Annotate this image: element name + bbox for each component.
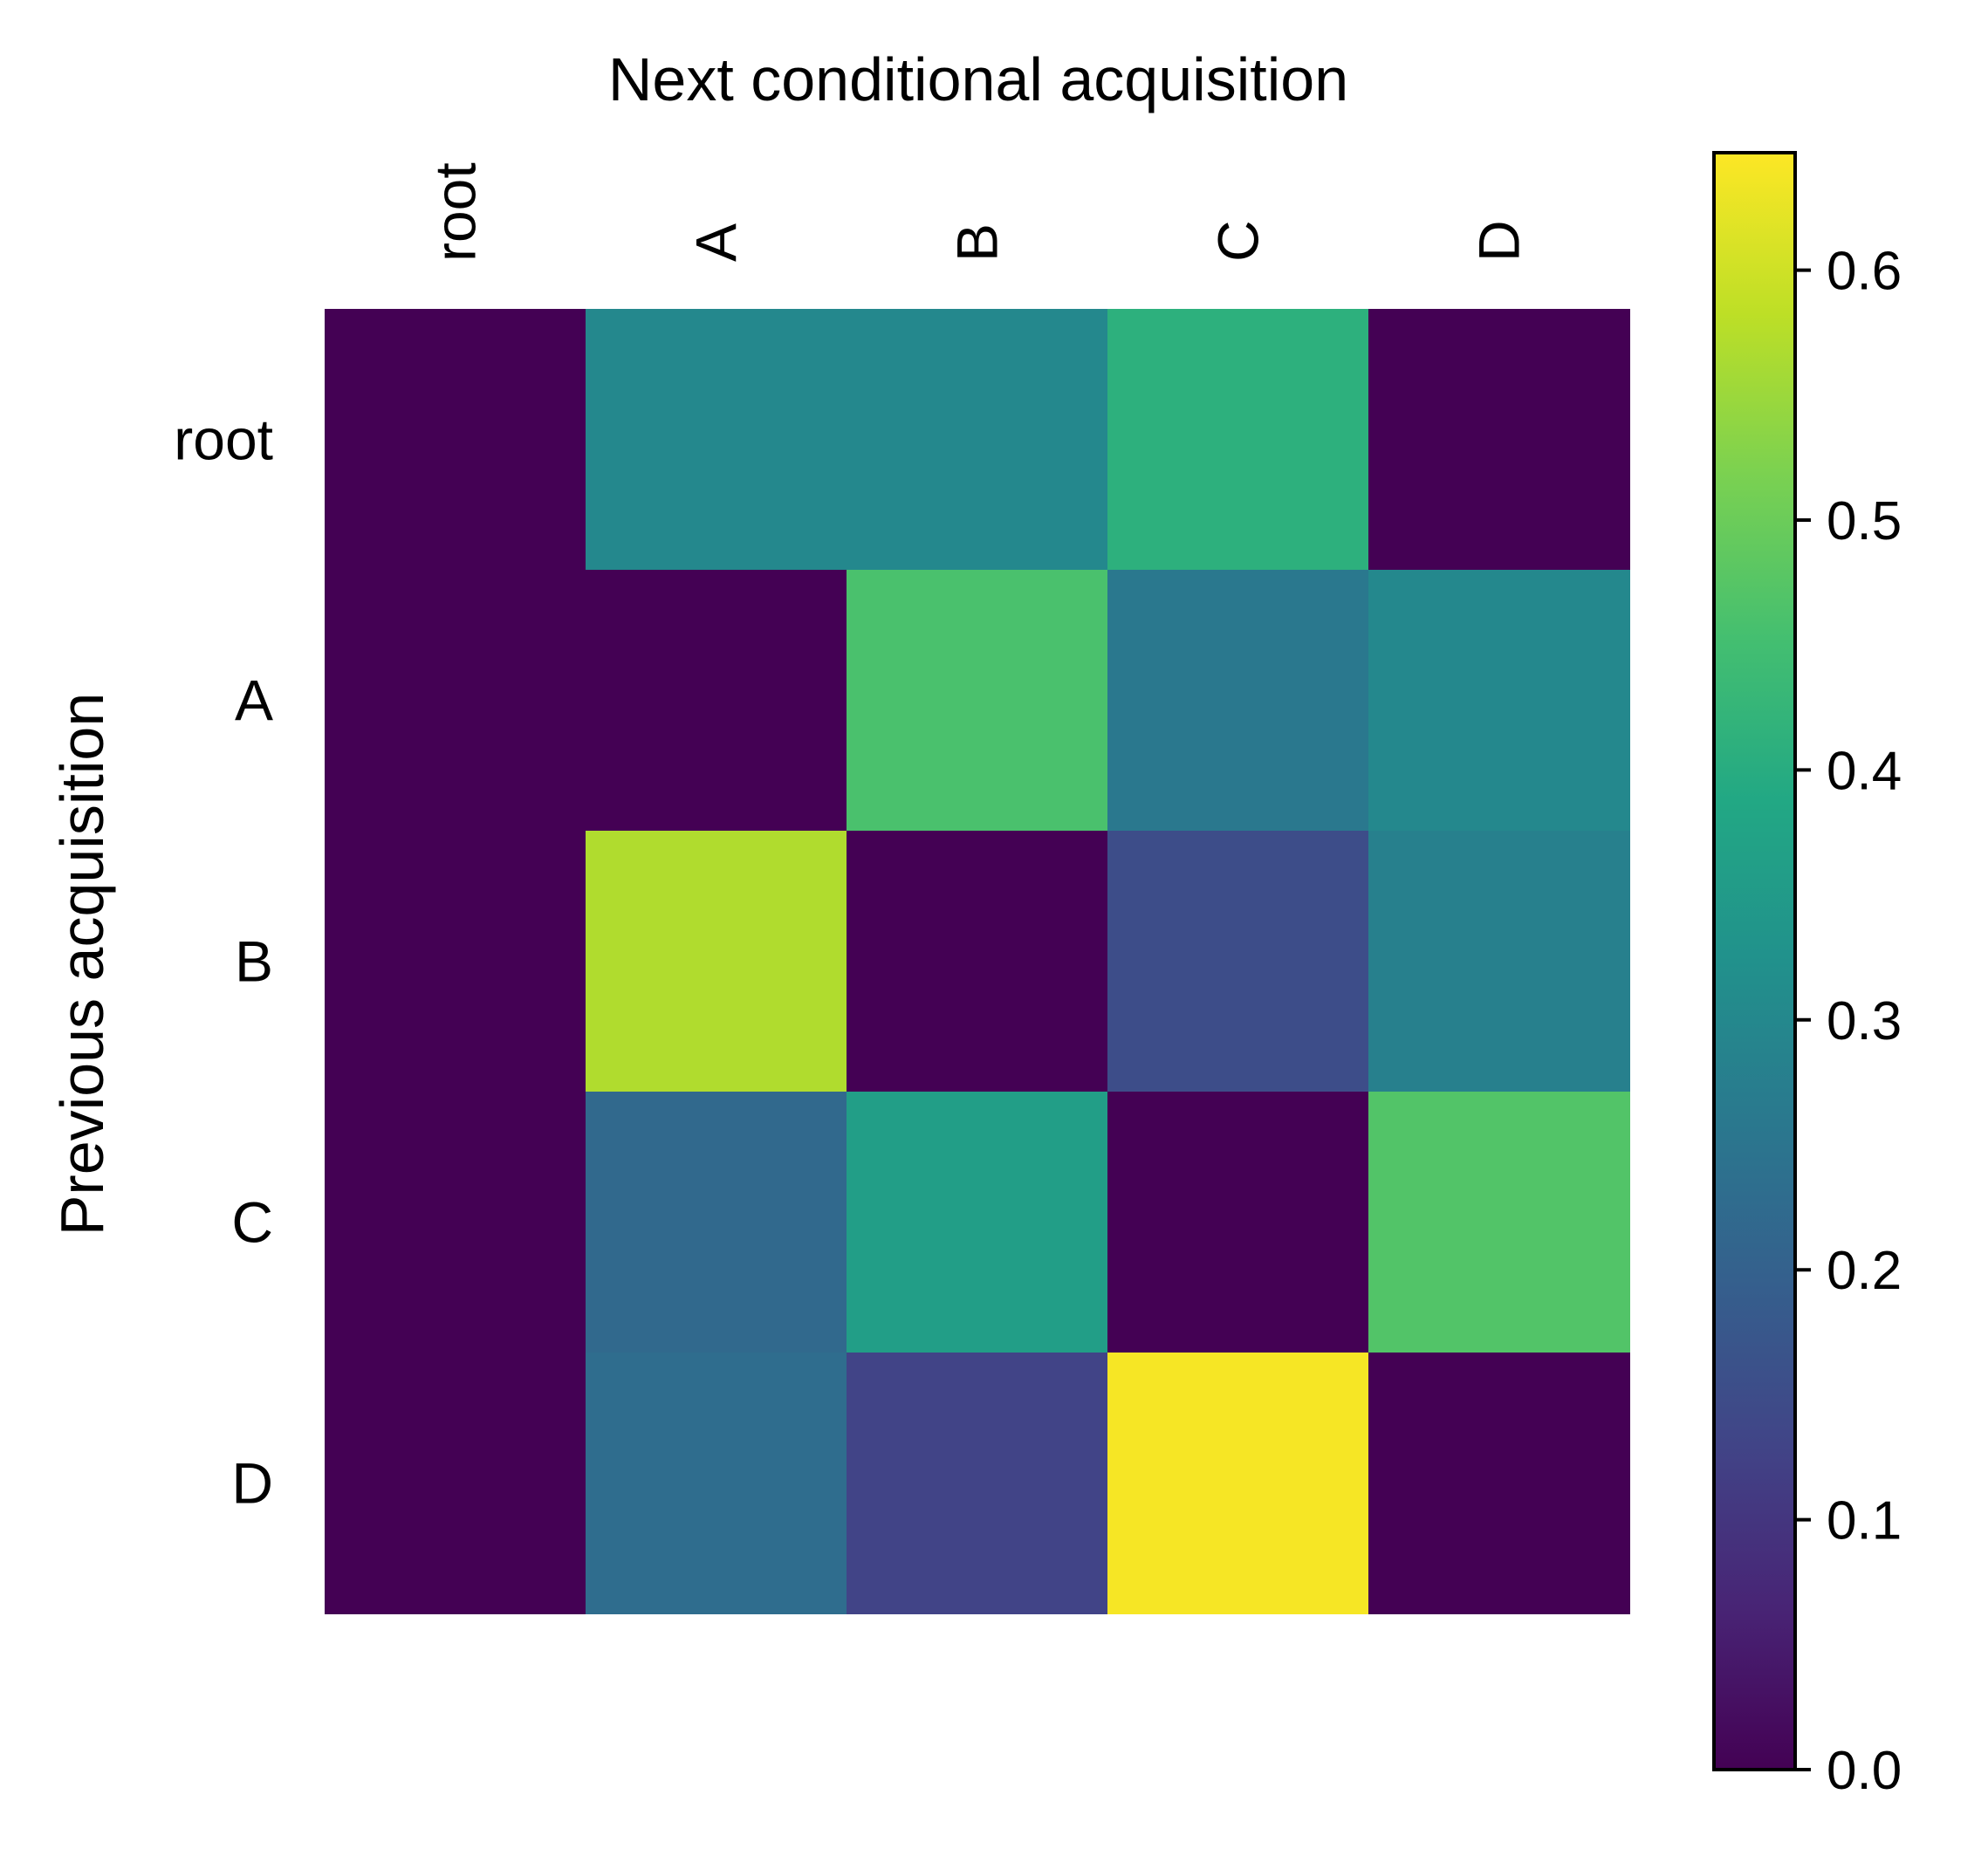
heatmap-cell-D-root: [325, 1353, 586, 1614]
y-tick-labels: root A B C D: [174, 407, 273, 1516]
y-axis-label: Previous acquisition: [48, 693, 116, 1236]
x-tick-label-D: D: [1467, 220, 1532, 262]
colorbar-tick-label: 0.0: [1827, 1741, 1902, 1801]
x-tick-label-A: A: [684, 223, 749, 262]
heatmap-cell-A-D: [1368, 570, 1630, 832]
heatmap-cell-A-root: [325, 570, 586, 832]
colorbar-tick-label: 0.4: [1827, 741, 1902, 801]
y-tick-label-C: C: [231, 1190, 273, 1255]
heatmap-cell-B-C: [1107, 831, 1369, 1092]
heatmap-cell-D-A: [586, 1353, 847, 1614]
colorbar-tick-label: 0.1: [1827, 1491, 1902, 1551]
heatmap-cell-D-C: [1107, 1353, 1369, 1614]
y-tick-label-D: D: [231, 1451, 273, 1516]
colorbar-gradient: [1714, 153, 1795, 1770]
colorbar: 0.0 0.1 0.2 0.3 0.4 0.5 0.6: [1712, 151, 1902, 1801]
heatmap-cell-root-A: [586, 309, 847, 571]
colorbar-frame: [1712, 151, 1797, 1771]
heatmap-cell-C-C: [1107, 1092, 1369, 1353]
colorbar-ticks: 0.0 0.1 0.2 0.3 0.4 0.5 0.6: [1795, 242, 1902, 1801]
colorbar-tick-label: 0.3: [1827, 991, 1902, 1051]
y-tick-label-A: A: [235, 668, 273, 733]
heatmap-cell-D-B: [847, 1353, 1108, 1614]
heatmap-cell-C-D: [1368, 1092, 1630, 1353]
heatmap-cell-root-C: [1107, 309, 1369, 571]
heatmap-cell-C-A: [586, 1092, 847, 1353]
heatmap-cell-B-D: [1368, 831, 1630, 1092]
heatmap-cell-root-D: [1368, 309, 1630, 571]
x-tick-labels: root A B C D: [423, 162, 1532, 262]
heatmap-cell-D-D: [1368, 1353, 1630, 1614]
heatmap-cell-A-B: [847, 570, 1108, 832]
y-tick-label-root: root: [174, 407, 273, 472]
heatmap-cell-C-root: [325, 1092, 586, 1353]
x-tick-label-root: root: [423, 162, 488, 262]
x-tick-label-C: C: [1206, 220, 1271, 262]
heatmap-cell-B-B: [847, 831, 1108, 1092]
colorbar-tick-label: 0.5: [1827, 491, 1902, 551]
heatmap-cell-root-B: [847, 309, 1108, 571]
heatmap-cell-A-A: [586, 570, 847, 832]
x-tick-label-B: B: [945, 223, 1010, 262]
heatmap-cell-B-root: [325, 831, 586, 1092]
heatmap-cell-B-A: [586, 831, 847, 1092]
heatmap-cells: [325, 309, 1630, 1614]
chart-title: Next conditional acquisition: [608, 45, 1348, 113]
heatmap-cell-root-root: [325, 309, 586, 571]
colorbar-tick-label: 0.2: [1827, 1241, 1902, 1301]
colorbar-tick-label: 0.6: [1827, 242, 1902, 302]
heatmap-cell-C-B: [847, 1092, 1108, 1353]
y-tick-label-B: B: [235, 929, 273, 994]
heatmap-cell-A-C: [1107, 570, 1369, 832]
